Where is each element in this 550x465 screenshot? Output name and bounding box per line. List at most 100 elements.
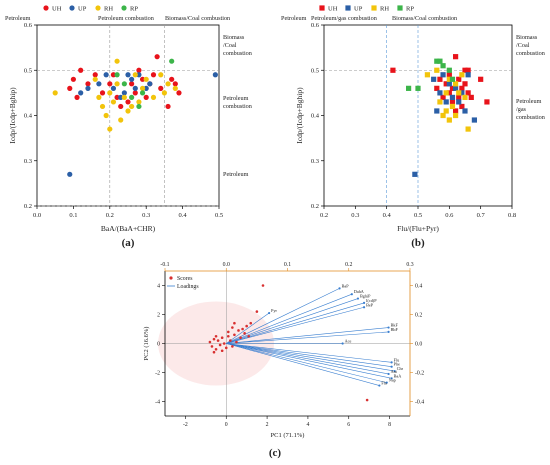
- data-point-rh: [172, 85, 178, 91]
- right-tick-label: 0.4: [415, 284, 422, 290]
- data-point-uh: [462, 81, 468, 87]
- data-point-uh: [465, 90, 471, 96]
- score-point: [220, 349, 224, 353]
- data-point-rh: [456, 90, 462, 96]
- data-point-up: [136, 72, 142, 78]
- data-point-uh: [158, 85, 164, 91]
- loading-vector: [226, 306, 365, 344]
- legend-marker: [345, 5, 351, 11]
- data-point-rh: [446, 76, 452, 82]
- loading-vector: [226, 343, 392, 367]
- score-point: [255, 310, 259, 313]
- data-point-uh: [465, 67, 471, 73]
- data-point-uh: [468, 94, 474, 100]
- y-axis-title: Icdp/(Icdp+Bghip): [295, 87, 304, 144]
- loading-label: Ant: [391, 369, 398, 374]
- data-point-uh: [478, 76, 484, 82]
- data-point-up: [67, 171, 73, 177]
- score-point: [226, 330, 230, 334]
- loading-arrowhead: [356, 297, 360, 300]
- data-point-rh: [129, 103, 135, 110]
- zone-label: Petroleum/gas combustion: [311, 15, 377, 22]
- loading-label: Pyr: [271, 308, 277, 313]
- loading-vector: [226, 327, 389, 344]
- top-tick-label: 0.1: [284, 262, 291, 268]
- loading-arrowhead: [390, 365, 393, 368]
- data-point-up: [110, 85, 117, 91]
- chart-b: 0.2 0.3 0.4 0.5 0.6 0.7 0.8 0.2 0.3 0.4 0.5 0.6 Flu/…: [281, 5, 545, 249]
- score-point: [365, 398, 369, 402]
- y-tick-label: 0.3: [24, 158, 32, 165]
- legend-marker: [371, 5, 377, 11]
- y-axis-title: PC2 (16.6%): [143, 327, 150, 361]
- data-point-up: [143, 85, 149, 91]
- loading-arrowhead: [378, 384, 381, 387]
- legend-marker: [397, 5, 403, 11]
- data-point-rp: [437, 58, 443, 64]
- data-point-uh: [139, 76, 146, 82]
- data-point-up: [437, 90, 443, 96]
- loading-vector: [226, 343, 389, 375]
- right-zone-label: combustion: [516, 114, 545, 121]
- loading-label: BghiP: [360, 294, 371, 299]
- score-point: [220, 336, 224, 340]
- score-point: [231, 326, 234, 329]
- data-point-rh: [107, 90, 113, 96]
- data-point-rp: [415, 85, 421, 91]
- chart-c-biplot: -2 0 2 4 6 8 -4 -2 0 2 4 -0.1 0.0 0.1 0.2 0.3 -0.4 -0.2 0.…: [143, 262, 424, 459]
- data-point-uh: [165, 103, 171, 110]
- data-point-up: [129, 76, 135, 82]
- data-point-uh: [154, 54, 160, 60]
- x-tick-label: 0.5: [215, 212, 223, 219]
- data-point-rh: [114, 81, 120, 87]
- loading-arrowhead: [390, 377, 393, 380]
- legend-marker: [319, 5, 325, 11]
- data-point-rh: [121, 94, 127, 100]
- y-tick-label: 2: [157, 313, 160, 319]
- data-point-uh: [125, 99, 131, 105]
- data-point-up: [453, 85, 459, 91]
- score-point: [233, 333, 236, 337]
- score-point: [249, 321, 253, 325]
- data-point-uh: [437, 76, 443, 82]
- score-point: [226, 334, 230, 338]
- data-point-uh: [484, 99, 490, 105]
- score-point: [233, 321, 236, 325]
- data-point-rh: [99, 103, 106, 110]
- right-tick-label: 0.0: [415, 342, 422, 348]
- zone-label: Petroleum: [5, 15, 31, 22]
- data-point-up: [85, 85, 91, 91]
- x-tick-label: 0.2: [106, 212, 114, 219]
- data-point-uh: [169, 76, 175, 82]
- x-tick-label: 0.3: [351, 212, 359, 219]
- score-point: [212, 350, 216, 354]
- y-tick-label: 0.2: [24, 203, 32, 210]
- x-tick-label: 0.0: [33, 212, 41, 219]
- data-point-rh: [96, 94, 102, 100]
- x-tick-label: 0.3: [142, 212, 150, 219]
- data-point-uh: [85, 81, 91, 87]
- data-point-uh: [150, 72, 157, 78]
- y-axis-title: Icdp/(Icdp+Bghip): [8, 87, 17, 144]
- data-point-up: [118, 94, 124, 100]
- loading-arrowhead: [387, 372, 390, 376]
- right-zone-label: Petroleum: [516, 98, 542, 105]
- x-tick-label: 0.4: [383, 212, 392, 219]
- score-point: [224, 346, 228, 350]
- chart-a: 0.0 0.1 0.2 0.3 0.4 0.5 0.2 0.3 0.4 0.5 0.6 BaA/(Ba…: [5, 5, 252, 249]
- data-point-up: [440, 72, 446, 78]
- data-point-up: [456, 99, 462, 105]
- x-tick-label: 4: [306, 422, 309, 428]
- legend-label: RP: [130, 5, 138, 12]
- data-point-uh: [390, 67, 396, 73]
- loading-arrowhead: [268, 311, 271, 315]
- data-point-up: [434, 108, 440, 114]
- top-tick-label: 0.3: [406, 262, 413, 268]
- data-point-uh: [67, 85, 73, 91]
- right-zone-label: /Coal: [516, 42, 530, 49]
- right-zone-label: Biomass: [223, 34, 245, 41]
- data-point-rh: [443, 90, 449, 96]
- data-point-rh: [443, 108, 449, 114]
- data-point-uh: [132, 90, 138, 96]
- y-tick-label: 0.5: [24, 67, 32, 74]
